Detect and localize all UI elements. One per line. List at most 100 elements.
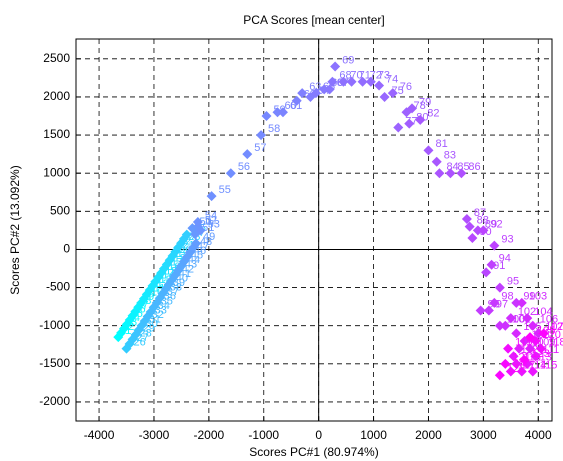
point [445, 168, 456, 179]
point-label: 107 [545, 321, 563, 333]
point-label: 6 [140, 304, 146, 316]
point [206, 191, 217, 202]
point [508, 351, 519, 362]
point [242, 149, 253, 160]
y-tick-label: 1500 [43, 127, 70, 141]
point [500, 358, 511, 369]
point [511, 328, 522, 339]
point [494, 320, 505, 331]
point-label: 81 [435, 138, 447, 150]
point [324, 84, 335, 95]
point [190, 238, 201, 249]
point-label: 97 [496, 298, 508, 310]
point [525, 343, 536, 354]
point [516, 297, 527, 308]
y-tick-label: -500 [46, 280, 70, 294]
point [330, 61, 341, 72]
point [357, 76, 368, 87]
point-label: 118 [548, 336, 563, 348]
point [310, 88, 321, 99]
point-label: 49 [203, 231, 215, 243]
point [387, 88, 398, 99]
point-label: 52 [205, 214, 217, 226]
point [525, 332, 536, 343]
point-label: 115 [540, 359, 558, 371]
point [500, 320, 511, 331]
point [494, 282, 505, 293]
point [434, 168, 445, 179]
point-label: 56 [238, 161, 250, 173]
point-label: 48 [200, 236, 212, 248]
point-label: 94 [499, 253, 511, 265]
point [319, 84, 330, 95]
point [489, 297, 500, 308]
y-tick-label: 2500 [43, 51, 70, 65]
point-label: 3 [131, 316, 137, 328]
point-label: 124 [551, 321, 563, 333]
point-label: 50 [199, 216, 211, 228]
point-label: 113 [534, 352, 552, 364]
point [379, 91, 390, 102]
point [272, 107, 283, 118]
point [365, 76, 376, 87]
point [481, 267, 492, 278]
point [505, 366, 516, 377]
point [404, 118, 415, 129]
point-label: 123 [532, 348, 550, 360]
point [407, 103, 417, 114]
point [291, 95, 302, 106]
point [297, 88, 308, 99]
point-label: 55 [219, 184, 231, 196]
point [538, 328, 549, 339]
point [121, 343, 132, 354]
point-label: 122 [507, 363, 525, 375]
point [527, 366, 538, 377]
point-label: 125 [537, 325, 555, 337]
point [527, 320, 538, 331]
point [530, 351, 541, 362]
point [261, 111, 272, 122]
point-label: 4 [134, 312, 140, 324]
point-label: 95 [507, 275, 519, 287]
point-label: 111 [543, 344, 560, 356]
point [327, 76, 338, 87]
point [338, 76, 349, 87]
point [516, 366, 527, 377]
point [505, 313, 516, 324]
point-label: 86 [468, 161, 480, 173]
point-label: 106 [540, 314, 558, 326]
point-label: 57 [254, 142, 266, 154]
point-label: 1 [125, 325, 131, 337]
point-label: 104 [534, 306, 552, 318]
point [467, 233, 478, 244]
point [181, 229, 192, 240]
point [478, 225, 489, 236]
point [195, 225, 206, 236]
point [461, 213, 472, 224]
point [393, 122, 404, 133]
point-label: 93 [501, 234, 513, 246]
point-label: 9 [148, 291, 154, 303]
y-tick-label: -1000 [39, 318, 70, 332]
point [374, 80, 385, 91]
point [522, 313, 533, 324]
point-label: 45 [191, 250, 203, 262]
point-label: 92 [490, 218, 502, 230]
x-tick-label: -1000 [248, 428, 279, 442]
point-label: 58 [268, 123, 280, 135]
x-tick-label: -3000 [139, 428, 170, 442]
y-tick-label: 0 [63, 242, 70, 256]
chart-title: PCA Scores [mean center] [243, 13, 384, 27]
point [256, 130, 267, 141]
point-label: 74 [386, 73, 398, 85]
y-tick-label: -2000 [39, 394, 70, 408]
point-label: 5 [137, 308, 143, 320]
point-label: 76 [400, 81, 412, 93]
point-label: 103 [529, 291, 547, 303]
x-axis-label: Scores PC#1 (80.974%) [249, 445, 378, 459]
point [533, 328, 544, 339]
point [431, 156, 442, 167]
x-tick-label: 0 [315, 428, 322, 442]
point [464, 221, 475, 232]
